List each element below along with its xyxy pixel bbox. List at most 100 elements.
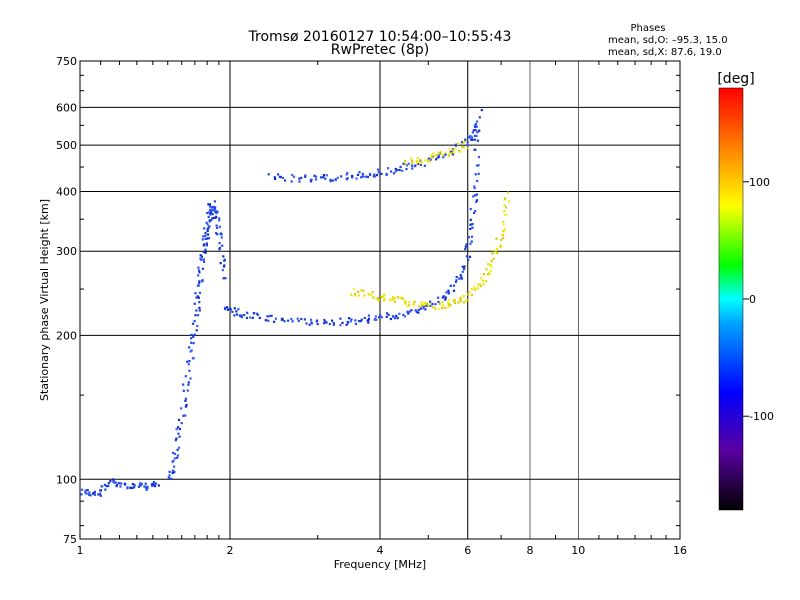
data-point-o	[350, 318, 353, 321]
data-point-o	[476, 139, 480, 142]
data-point-o	[177, 432, 180, 435]
data-point-o	[274, 177, 277, 180]
data-point-o	[85, 492, 88, 495]
data-point-o	[466, 144, 469, 147]
data-point-o	[273, 176, 276, 179]
data-point-o	[200, 255, 203, 258]
data-point-o	[206, 211, 209, 215]
data-point-x	[457, 142, 460, 146]
data-point-x	[507, 200, 511, 203]
data-point-x	[453, 151, 456, 154]
data-point-o	[287, 319, 290, 322]
data-point-o	[475, 200, 478, 204]
data-point-o	[387, 167, 390, 170]
data-point-o	[469, 218, 472, 221]
data-point-o	[316, 322, 319, 326]
data-point-o	[243, 314, 246, 317]
data-point-o	[118, 482, 122, 485]
data-point-o	[208, 225, 211, 228]
data-point-o	[167, 476, 170, 479]
data-point-o	[93, 490, 96, 493]
data-point-o	[107, 482, 110, 485]
data-point-o	[251, 316, 254, 319]
data-point-o	[334, 178, 337, 181]
data-point-o	[469, 227, 472, 230]
data-point-o	[197, 274, 200, 277]
data-point-o	[218, 217, 221, 220]
x-tick-labels: 1 2 4 6 8 10 16	[77, 544, 688, 557]
data-point-x	[492, 251, 495, 254]
data-point-o	[173, 452, 176, 455]
data-point-x	[399, 296, 402, 299]
data-point-o	[474, 194, 477, 197]
data-point-o	[470, 138, 473, 141]
data-point-o	[304, 175, 307, 178]
data-point-o	[277, 173, 280, 176]
data-point-o	[222, 277, 225, 280]
data-point-o	[475, 199, 479, 202]
data-point-o	[427, 157, 431, 160]
data-point-o	[126, 487, 129, 490]
data-point-o	[460, 141, 464, 144]
data-point-o	[198, 280, 201, 283]
colorbar-gradient	[718, 87, 744, 511]
data-point-x	[478, 283, 481, 286]
data-point-o	[435, 158, 438, 161]
data-point-o	[436, 296, 440, 299]
data-point-o	[389, 317, 392, 321]
data-point-o	[264, 319, 267, 322]
chart-subtitle: RwPretec (8p)	[331, 42, 429, 58]
data-point-o	[464, 248, 467, 251]
data-point-o	[360, 318, 363, 321]
data-point-x	[488, 271, 491, 274]
data-point-o	[411, 164, 414, 167]
data-point-o	[471, 226, 474, 229]
data-point-x	[389, 299, 392, 302]
data-point-o	[190, 349, 193, 352]
data-point-o	[131, 483, 134, 486]
data-point-x	[453, 147, 457, 151]
data-point-o	[209, 213, 212, 216]
data-point-o	[359, 320, 362, 323]
data-point-o	[313, 174, 316, 177]
data-point-o	[467, 236, 470, 239]
data-point-o	[208, 203, 211, 206]
data-point-o	[274, 317, 277, 320]
data-point-o	[332, 323, 335, 326]
data-point-o	[364, 175, 367, 178]
data-point-o	[354, 319, 357, 322]
data-point-o	[92, 492, 95, 495]
data-point-o	[245, 316, 248, 320]
data-point-o	[300, 176, 303, 179]
data-point-x	[401, 297, 404, 300]
data-point-o	[119, 485, 122, 488]
data-point-o	[199, 257, 202, 260]
data-point-x	[499, 245, 502, 249]
data-point-o	[474, 129, 477, 132]
data-point-o	[310, 178, 313, 181]
data-point-x	[416, 156, 419, 159]
data-point-o	[189, 377, 192, 380]
data-point-o	[176, 454, 179, 457]
data-point-o	[458, 277, 461, 280]
data-point-x	[470, 287, 473, 291]
data-point-o	[470, 240, 473, 243]
data-point-o	[363, 316, 366, 319]
data-point-x	[459, 296, 462, 299]
data-point-o	[361, 175, 364, 178]
data-point-o	[184, 414, 187, 417]
data-point-o	[398, 312, 401, 315]
data-point-o	[393, 317, 396, 320]
data-point-o	[202, 250, 205, 253]
y-tick-label: 600	[56, 101, 77, 114]
data-point-o	[407, 162, 410, 165]
data-point-o	[184, 397, 187, 400]
data-point-o	[471, 223, 474, 226]
data-point-o	[447, 289, 450, 292]
data-point-o	[442, 156, 445, 159]
data-point-x	[467, 293, 470, 296]
colorbar: [deg] 100 0 -100	[717, 71, 774, 511]
data-point-o	[309, 318, 313, 321]
data-point-o	[477, 164, 480, 167]
y-tick-labels: 75 100 200 300 400 500 600 750	[56, 55, 77, 546]
